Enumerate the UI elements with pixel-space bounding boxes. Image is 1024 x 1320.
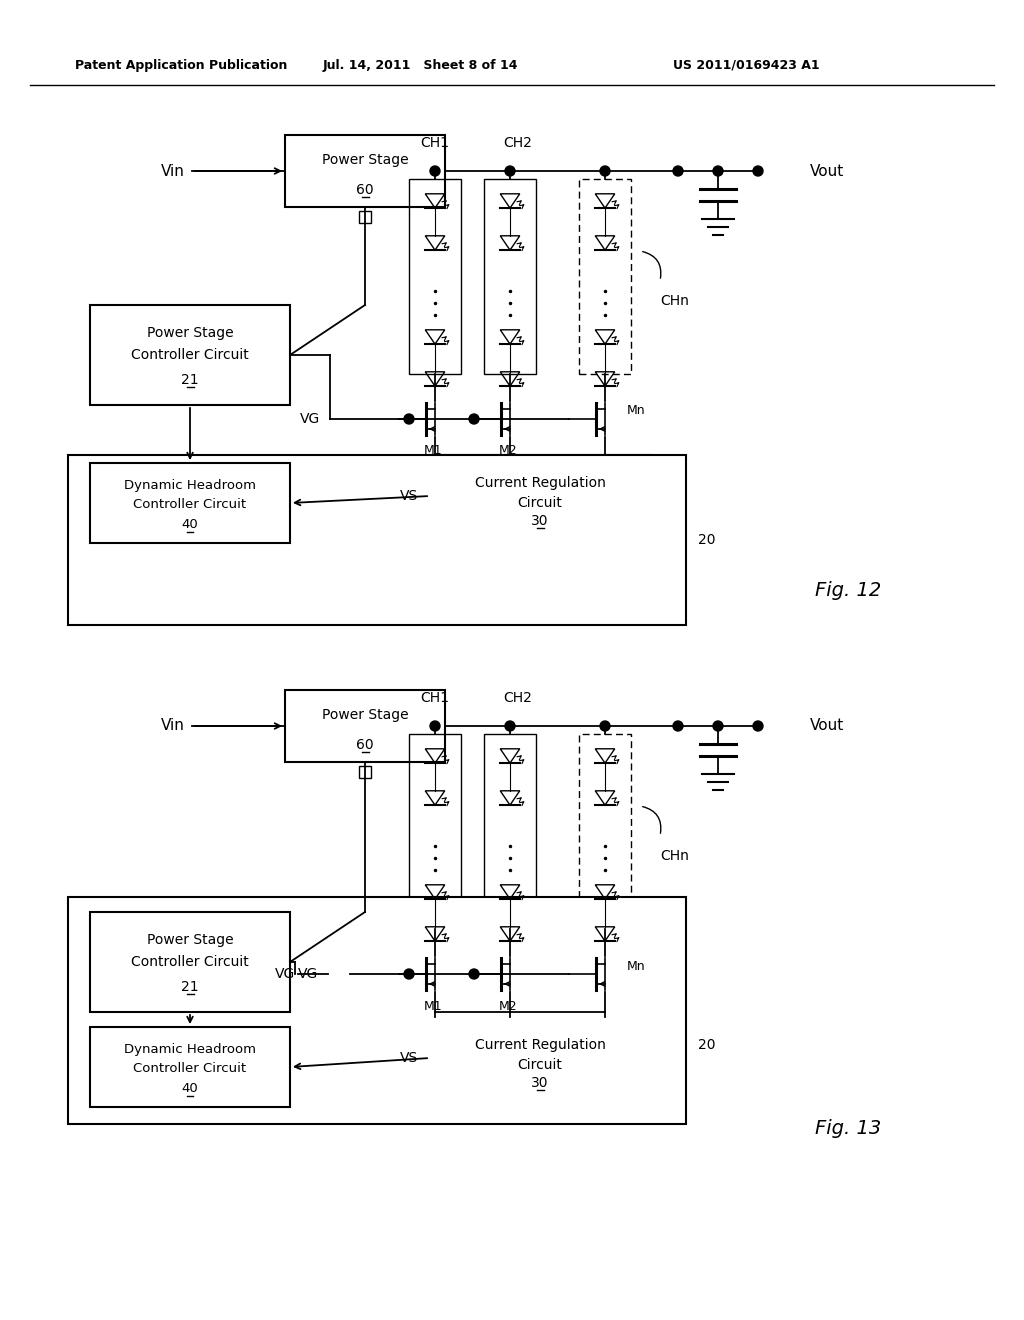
Bar — [90, 1027, 290, 1107]
Text: CH2: CH2 — [504, 690, 532, 705]
Bar — [484, 180, 536, 374]
Text: Fig. 12: Fig. 12 — [815, 581, 882, 599]
Text: Jul. 14, 2011   Sheet 8 of 14: Jul. 14, 2011 Sheet 8 of 14 — [323, 58, 518, 71]
Circle shape — [600, 166, 610, 176]
Text: CH1: CH1 — [421, 136, 450, 150]
Circle shape — [673, 721, 683, 731]
Text: VG: VG — [274, 968, 295, 981]
Circle shape — [404, 969, 414, 979]
Text: M1: M1 — [424, 999, 442, 1012]
Text: VS: VS — [399, 488, 418, 503]
Bar — [68, 898, 686, 1125]
Text: Mn: Mn — [627, 960, 645, 973]
Bar — [359, 211, 371, 223]
Circle shape — [713, 721, 723, 731]
Bar — [484, 734, 536, 929]
Text: US 2011/0169423 A1: US 2011/0169423 A1 — [674, 58, 820, 71]
Bar — [430, 455, 650, 537]
Bar — [285, 690, 445, 762]
Bar — [90, 912, 290, 1012]
Text: Circuit: Circuit — [517, 496, 562, 510]
Text: Power Stage: Power Stage — [146, 326, 233, 341]
Circle shape — [469, 414, 479, 424]
Circle shape — [753, 166, 763, 176]
Bar — [579, 180, 631, 374]
Text: VG: VG — [298, 968, 318, 981]
Text: CH2: CH2 — [504, 136, 532, 150]
Text: Controller Circuit: Controller Circuit — [133, 499, 247, 511]
Circle shape — [505, 166, 515, 176]
Text: 20: 20 — [698, 1038, 716, 1052]
Text: 20: 20 — [698, 533, 716, 546]
Text: Power Stage: Power Stage — [146, 933, 233, 946]
Circle shape — [505, 721, 515, 731]
Bar — [90, 305, 290, 405]
Circle shape — [753, 721, 763, 731]
Text: M2: M2 — [499, 999, 517, 1012]
Text: 21: 21 — [181, 374, 199, 387]
Text: 30: 30 — [531, 513, 549, 528]
Bar — [328, 962, 350, 986]
Text: M1: M1 — [424, 445, 442, 458]
Text: M2: M2 — [499, 445, 517, 458]
Circle shape — [404, 414, 414, 424]
Text: Vout: Vout — [810, 718, 844, 734]
Circle shape — [469, 969, 479, 979]
Circle shape — [713, 166, 723, 176]
Text: 30: 30 — [531, 1076, 549, 1090]
Bar — [430, 1016, 650, 1100]
Bar — [409, 180, 461, 374]
Circle shape — [430, 166, 440, 176]
Text: VG: VG — [300, 412, 319, 426]
Bar — [285, 135, 445, 207]
Bar — [359, 766, 371, 777]
Text: CH1: CH1 — [421, 690, 450, 705]
Text: 60: 60 — [356, 183, 374, 197]
Text: Vin: Vin — [161, 164, 185, 178]
Circle shape — [600, 721, 610, 731]
Circle shape — [430, 721, 440, 731]
Text: VS: VS — [399, 1051, 418, 1065]
Text: Power Stage: Power Stage — [322, 153, 409, 168]
Text: Vout: Vout — [810, 164, 844, 178]
Text: Current Regulation: Current Regulation — [474, 1038, 605, 1052]
Text: CHn: CHn — [660, 294, 689, 308]
Text: Controller Circuit: Controller Circuit — [131, 954, 249, 969]
Text: 40: 40 — [181, 1082, 199, 1096]
Bar — [68, 455, 686, 624]
Text: Controller Circuit: Controller Circuit — [131, 348, 249, 362]
Bar — [409, 734, 461, 929]
Text: Dynamic Headroom: Dynamic Headroom — [124, 479, 256, 491]
Text: Current Regulation: Current Regulation — [474, 477, 605, 490]
Text: Fig. 13: Fig. 13 — [815, 1119, 882, 1138]
Text: 60: 60 — [356, 738, 374, 752]
Text: Controller Circuit: Controller Circuit — [133, 1063, 247, 1076]
Text: Dynamic Headroom: Dynamic Headroom — [124, 1043, 256, 1056]
Text: Power Stage: Power Stage — [322, 708, 409, 722]
Text: Vin: Vin — [161, 718, 185, 734]
Text: Mn: Mn — [627, 404, 645, 417]
Text: CHn: CHn — [660, 849, 689, 863]
Bar — [579, 734, 631, 929]
Text: Circuit: Circuit — [517, 1059, 562, 1072]
Text: 40: 40 — [181, 519, 199, 532]
Text: Patent Application Publication: Patent Application Publication — [75, 58, 288, 71]
Circle shape — [673, 166, 683, 176]
Text: 21: 21 — [181, 979, 199, 994]
Bar — [90, 463, 290, 543]
